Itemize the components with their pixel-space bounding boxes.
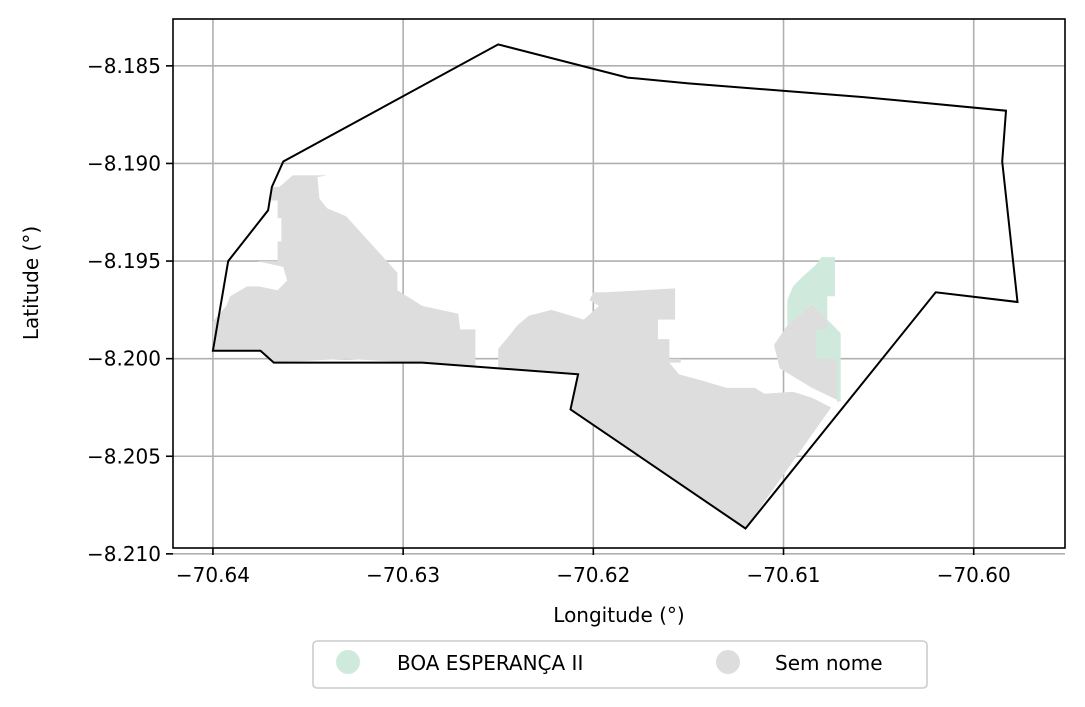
y-tick-label: −8.185 — [87, 54, 161, 78]
map-boundary — [211, 43, 1019, 530]
legend-marker-boa-esperanca-ii — [336, 650, 360, 674]
y-tick-label: −8.195 — [87, 249, 161, 273]
y-tick-label: −8.210 — [87, 542, 161, 566]
y-tick-label: −8.200 — [87, 347, 161, 371]
y-axis-title: Latitude (°) — [19, 226, 43, 340]
x-tick-label: −70.60 — [937, 563, 1011, 587]
plot-frame — [172, 18, 1066, 549]
map-regions — [212, 175, 841, 529]
x-tick-label: −70.62 — [556, 563, 630, 587]
y-axis-ticks: −8.185 −8.190 −8.195 −8.200 −8.205 −8.210 — [87, 54, 173, 566]
legend-marker-sem-nome — [716, 650, 740, 674]
y-tick-label: −8.190 — [87, 151, 161, 175]
y-tick-label: −8.205 — [87, 444, 161, 468]
region-sem-nome — [498, 288, 832, 529]
legend-label-sem-nome: Sem nome — [775, 651, 883, 675]
legend-label-boa-esperanca-ii: BOA ESPERANÇA II — [397, 651, 583, 675]
x-axis-ticks: −70.64 −70.63 −70.62 −70.61 −70.60 — [176, 548, 1011, 587]
municipal-boundary-outline — [211, 43, 1019, 530]
x-axis-title: Longitude (°) — [553, 603, 684, 627]
legend: BOA ESPERANÇA II Sem nome — [312, 640, 928, 689]
x-tick-label: −70.64 — [176, 563, 250, 587]
region-sem-nome — [774, 304, 841, 402]
region-boa-esperanca-ii — [787, 257, 841, 402]
legend-box — [312, 640, 928, 689]
region-sem-nome — [212, 175, 476, 367]
x-tick-label: −70.63 — [366, 563, 440, 587]
x-tick-label: −70.61 — [747, 563, 821, 587]
